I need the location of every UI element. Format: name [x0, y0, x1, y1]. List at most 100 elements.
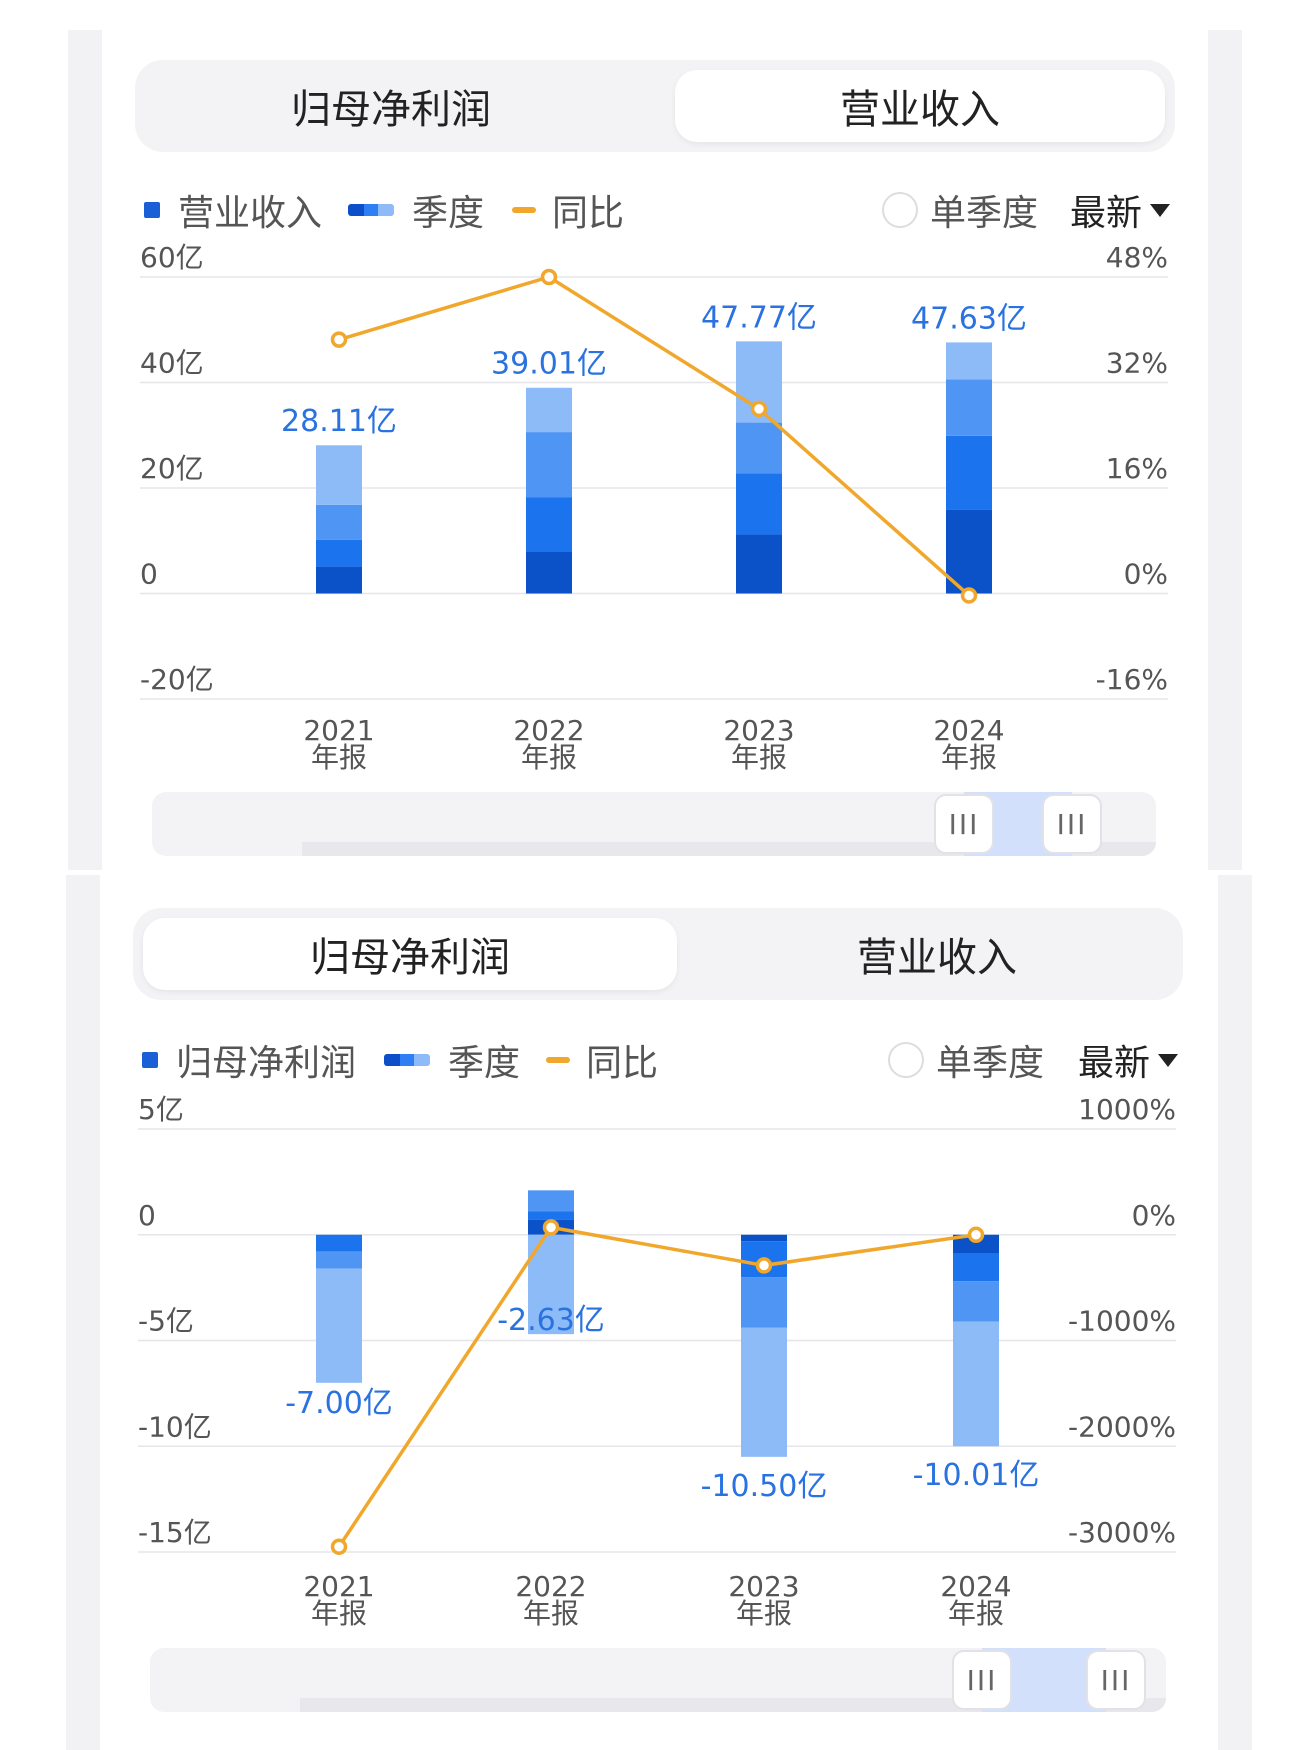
y-tick-label: 5亿	[138, 1093, 184, 1126]
metric-tab-bar: 归母净利润 营业收入	[133, 908, 1183, 1000]
bar-value-label: -10.01亿	[913, 1458, 1040, 1493]
caret-down-icon	[1150, 203, 1171, 217]
quarter-bar-icon	[384, 1054, 430, 1066]
x-tick-label: 2023	[728, 1570, 799, 1603]
legend-metric-label: 归母净利润	[176, 1043, 357, 1084]
y2-tick-label: -16%	[1096, 663, 1168, 696]
legend-quarter-label: 季度	[448, 1043, 521, 1084]
slider-handle-right[interactable]: III	[1042, 794, 1102, 854]
legend-quarter[interactable]: 季度	[384, 1035, 520, 1085]
y-tick-label: 0	[138, 1199, 156, 1232]
y-tick-label: 60亿	[140, 241, 204, 274]
legend-metric[interactable]: 营业收入	[144, 185, 322, 235]
yoy-point	[755, 1257, 773, 1274]
right-gutter	[1208, 30, 1242, 870]
x-tick-label: 年报	[523, 1597, 579, 1630]
range-slider[interactable]: III III	[152, 792, 1156, 856]
legend-metric-label: 营业收入	[178, 193, 323, 234]
net-profit-chart: 5亿 1000%0 0%-5亿 -1000%-10亿 -2000%-15亿 -3000%-…	[138, 1093, 1176, 1630]
bar-segment	[316, 539, 362, 567]
slider-handle-left[interactable]: III	[952, 1650, 1012, 1710]
revenue-chart: 60亿 48%40亿 32%20亿 16%0 0%-20亿 -16%28.11亿2021年…	[140, 241, 1168, 774]
y2-tick-label: 32%	[1106, 347, 1168, 380]
x-tick-label: 年报	[311, 741, 367, 774]
left-gutter	[66, 875, 100, 1750]
y2-tick-label: 48%	[1106, 241, 1168, 274]
slider-handle-right[interactable]: III	[1086, 1650, 1146, 1710]
single-quarter-label: 单季度	[936, 1043, 1045, 1084]
bar-value-label: -10.50亿	[701, 1469, 828, 1504]
legend-yoy-label: 同比	[586, 1043, 659, 1084]
x-tick-label: 年报	[311, 1597, 367, 1630]
bar-value-label: -7.00亿	[285, 1386, 393, 1421]
latest-dropdown[interactable]: 最新	[1078, 1035, 1179, 1085]
y2-tick-label: -3000%	[1068, 1516, 1176, 1549]
tab-revenue[interactable]: 营业收入	[675, 70, 1165, 142]
bar-segment	[526, 387, 572, 433]
quarter-bar-icon	[348, 204, 394, 216]
x-tick-label: 2021	[303, 1570, 374, 1603]
yoy-point	[967, 1226, 985, 1243]
tab-net-profit[interactable]: 归母净利润	[143, 918, 677, 990]
yoy-point	[542, 1219, 560, 1236]
bar-segment	[316, 566, 362, 594]
y2-tick-label: 16%	[1106, 452, 1168, 485]
yoy-point	[330, 1538, 348, 1555]
latest-label: 最新	[1070, 193, 1143, 234]
range-slider[interactable]: III III	[150, 1648, 1166, 1712]
y2-tick-label: -2000%	[1068, 1410, 1176, 1443]
y2-tick-label: -1000%	[1068, 1305, 1176, 1338]
x-tick-label: 2022	[515, 1570, 586, 1603]
legend-quarter[interactable]: 季度	[348, 185, 484, 235]
slider-overview	[300, 1698, 1166, 1712]
bar-segment	[528, 1190, 574, 1212]
right-gutter	[1218, 875, 1252, 1750]
y2-tick-label: 0%	[1132, 1199, 1176, 1232]
y2-tick-label: 1000%	[1078, 1093, 1176, 1126]
line-icon	[546, 1057, 570, 1063]
legend-quarter-label: 季度	[412, 193, 485, 234]
single-quarter-toggle[interactable]: 单季度	[882, 185, 1038, 235]
legend-metric[interactable]: 归母净利润	[142, 1035, 356, 1085]
single-quarter-toggle[interactable]: 单季度	[888, 1035, 1044, 1085]
caret-down-icon	[1158, 1053, 1179, 1067]
legend-yoy[interactable]: 同比	[546, 1035, 658, 1085]
x-tick-label: 年报	[948, 1597, 1004, 1630]
y-tick-label: -5亿	[138, 1305, 194, 1338]
bar-segment	[316, 1234, 362, 1252]
x-tick-label: 年报	[736, 1597, 792, 1630]
bar-segment	[736, 422, 782, 474]
x-tick-label: 2022	[513, 714, 584, 747]
bar-segment	[946, 379, 992, 436]
yoy-point	[330, 331, 348, 348]
legend-yoy[interactable]: 同比	[512, 185, 624, 235]
bar-value-label: 47.63亿	[911, 301, 1027, 336]
yoy-line	[338, 275, 971, 597]
bar-segment	[316, 1251, 362, 1269]
y-tick-label: -15亿	[138, 1516, 212, 1549]
bar-value-label: 28.11亿	[281, 404, 397, 439]
radio-icon[interactable]	[888, 1042, 924, 1078]
radio-icon[interactable]	[882, 192, 918, 228]
yoy-point	[540, 268, 558, 286]
bar-segment	[526, 497, 572, 552]
latest-dropdown[interactable]: 最新	[1070, 185, 1171, 235]
bar-segment	[741, 1277, 787, 1328]
bar-value-label: 47.77亿	[701, 301, 817, 336]
metric-tab-bar: 归母净利润 营业收入	[135, 60, 1175, 152]
y-tick-label: 0	[140, 558, 158, 591]
bar-segment	[526, 432, 572, 498]
tab-net-profit[interactable]: 归母净利润	[291, 87, 491, 133]
net-profit-panel: 归母净利润 营业收入 归母净利润 季度 同比 单季度 最新 5亿 1000% 0 0%…	[0, 875, 1312, 1750]
y2-tick-label: 0%	[1124, 558, 1168, 591]
x-tick-label: 2023	[723, 714, 794, 747]
chart-legend: 归母净利润 季度 同比 单季度 最新	[140, 1035, 1180, 1085]
tab-revenue[interactable]: 营业收入	[857, 935, 1017, 981]
bar-segment	[526, 551, 572, 594]
y-tick-label: -10亿	[138, 1410, 212, 1443]
legend-yoy-label: 同比	[552, 193, 625, 234]
slider-handle-left[interactable]: III	[934, 794, 994, 854]
y-tick-label: 20亿	[140, 452, 204, 485]
bar-segment	[953, 1234, 999, 1254]
bar-segment	[953, 1321, 999, 1447]
